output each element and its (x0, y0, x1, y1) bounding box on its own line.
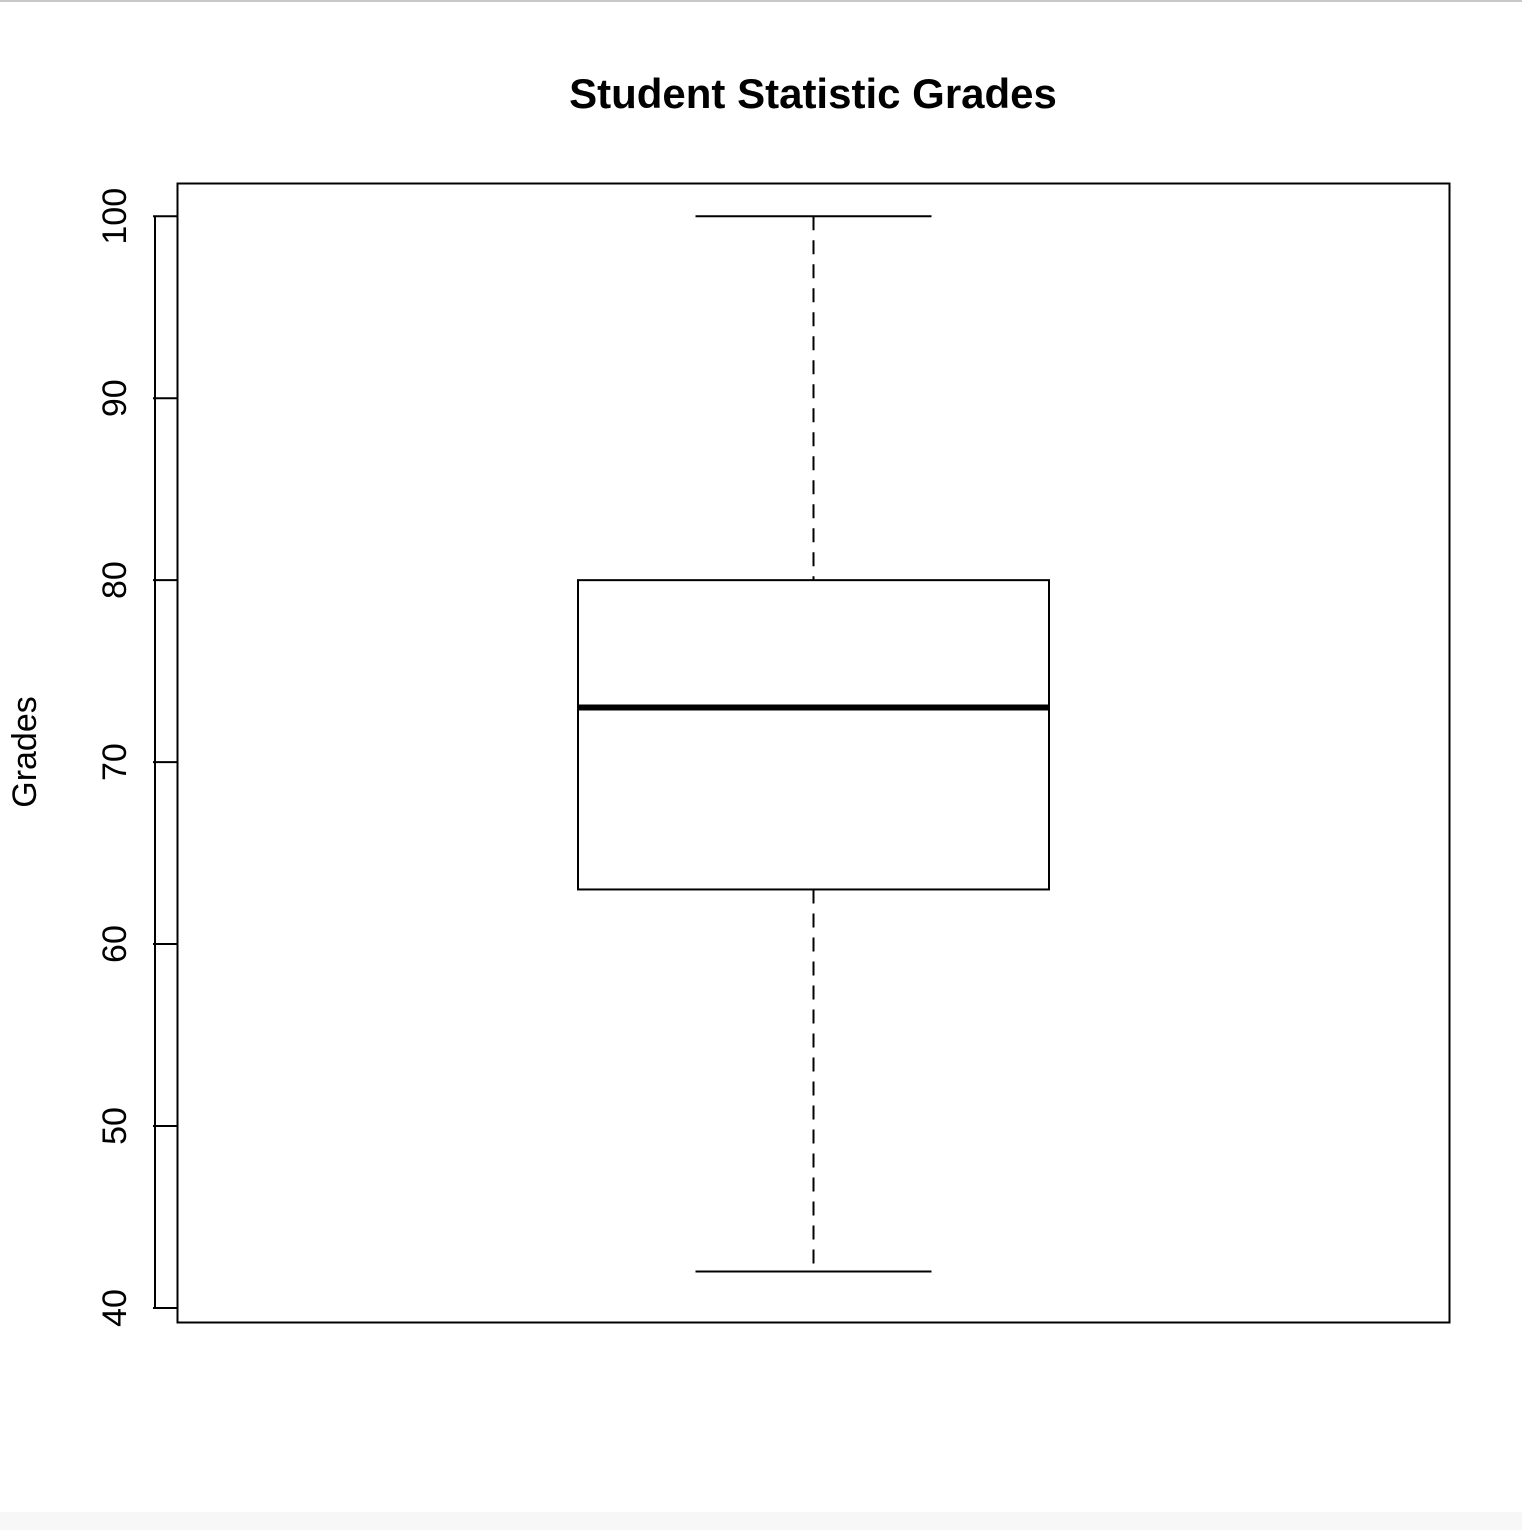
bottom-band (0, 1512, 1522, 1530)
chart-title: Student Statistic Grades (569, 70, 1057, 117)
y-tick-label: 100 (96, 188, 134, 245)
plot-frame (176, 182, 1451, 1324)
y-tick-label: 50 (96, 1107, 134, 1145)
y-tick-label: 70 (96, 743, 134, 781)
y-tick-label: 60 (96, 925, 134, 963)
y-axis-label: Grades (6, 696, 44, 808)
boxes (577, 215, 1050, 1273)
y-axis: 40 50 60 70 80 90 100 (96, 188, 178, 1327)
y-tick-label: 90 (96, 379, 134, 417)
y-tick-label: 40 (96, 1289, 134, 1327)
y-tick-label: 80 (96, 561, 134, 599)
top-border (0, 0, 1522, 2)
iqr-box (577, 579, 1050, 891)
